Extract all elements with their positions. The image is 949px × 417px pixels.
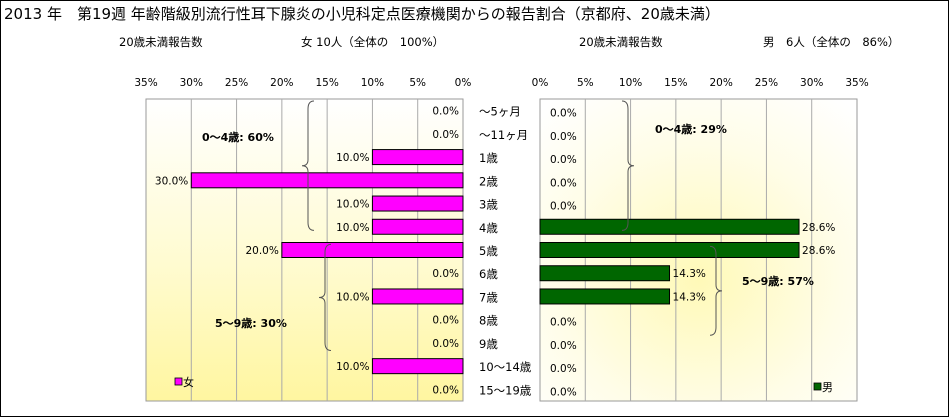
male-value-label: 0.0% xyxy=(550,386,577,398)
female-value-label: 30.0% xyxy=(155,175,188,187)
female-value-label: 10.0% xyxy=(336,199,369,211)
female-bar xyxy=(371,195,464,212)
male-tick-label: 25% xyxy=(755,77,778,89)
female-value-label: 10.0% xyxy=(336,361,369,373)
female-value-label: 0.0% xyxy=(432,384,459,396)
female-value-label: 0.0% xyxy=(432,338,459,350)
male-value-label: 14.3% xyxy=(673,268,706,280)
male-value-label: 0.0% xyxy=(550,154,577,166)
male-value-label: 28.6% xyxy=(802,245,835,257)
age-category-label: ～5ヶ月 xyxy=(479,105,521,119)
age-category-labels: ～5ヶ月 ～11ヶ月 1歳 2歳 3歳 4歳 5歳 6歳 7歳 8歳 9歳 10～14歳 15～19歳 xyxy=(479,105,532,398)
male-count-label: 20歳未満報告数 xyxy=(579,35,663,49)
male-bar xyxy=(539,242,800,258)
female-chart: 35% 30% 25% 20% 15% 10% 5% 0% 0.0% 0.0% 10.0% 30.0%… xyxy=(134,77,472,402)
female-tick-label: 15% xyxy=(315,77,338,89)
male-value-label: 28.6% xyxy=(802,222,835,234)
male-bar xyxy=(539,265,671,282)
age-category-label: 6歳 xyxy=(479,267,498,281)
female-bar xyxy=(190,172,464,189)
female-value-label: 0.0% xyxy=(432,315,459,327)
age-category-label: 10～14歳 xyxy=(479,360,532,374)
male-tick-label: 30% xyxy=(800,77,823,89)
male-value-label: 0.0% xyxy=(550,201,577,213)
female-legend-label: 女 xyxy=(183,375,194,389)
male-legend-label: 男 xyxy=(822,381,833,394)
female-value-label: 10.0% xyxy=(336,222,369,234)
female-value-label: 10.0% xyxy=(336,152,369,164)
male-value-label: 14.3% xyxy=(673,291,706,303)
chart-title: 2013 年 第19週 年齢階級別流行性耳下腺炎の小児科定点医療機関からの報告割… xyxy=(4,5,720,23)
male-tick-label: 5% xyxy=(577,77,594,89)
female-bar xyxy=(371,218,464,235)
male-value-label: 0.0% xyxy=(550,340,577,352)
male-annotation-5-9: 5～9歳: 57% xyxy=(742,274,814,288)
male-tick-label: 15% xyxy=(664,77,687,89)
male-tick-label: 20% xyxy=(709,77,732,89)
age-category-label: 5歳 xyxy=(479,244,498,258)
female-tick-label: 10% xyxy=(361,77,384,89)
female-tick-label: 25% xyxy=(225,77,248,89)
male-value-label: 0.0% xyxy=(550,177,577,189)
male-annotation-0-4: 0～4歳: 29% xyxy=(655,122,727,136)
male-count-value: 男 6人（全体の 86%） xyxy=(763,35,900,49)
age-category-label: 15～19歳 xyxy=(479,383,532,397)
male-brace-0-4 xyxy=(621,100,635,231)
age-category-label: 9歳 xyxy=(479,337,498,351)
age-category-label: 2歳 xyxy=(479,174,498,188)
female-value-label: 0.0% xyxy=(432,268,459,280)
female-tick-label: 30% xyxy=(180,77,203,89)
male-value-label: 0.0% xyxy=(550,363,577,375)
age-category-label: 4歳 xyxy=(479,221,498,235)
male-tick-label: 0% xyxy=(532,77,549,89)
female-value-label: 10.0% xyxy=(336,291,369,303)
male-tick-label: 10% xyxy=(619,77,642,89)
female-bar xyxy=(371,358,464,375)
age-category-label: 7歳 xyxy=(479,290,498,304)
female-count-label: 20歳未満報告数 xyxy=(119,35,203,49)
female-bar xyxy=(371,288,464,305)
female-tick-label: 20% xyxy=(270,77,293,89)
male-value-label: 0.0% xyxy=(550,131,577,143)
female-count-value: 女 10人（全体の 100%） xyxy=(301,35,445,49)
female-value-label: 0.0% xyxy=(432,129,459,141)
female-value-label: 0.0% xyxy=(432,106,459,118)
female-tick-label: 0% xyxy=(455,77,472,89)
female-tick-label: 5% xyxy=(409,77,426,89)
age-category-label: 1歳 xyxy=(479,151,498,165)
male-bar xyxy=(539,288,671,305)
female-brace-0-4 xyxy=(301,100,315,231)
age-category-label: 3歳 xyxy=(479,198,498,212)
female-bar xyxy=(371,149,464,166)
male-bar xyxy=(539,218,800,235)
female-value-label: 20.0% xyxy=(245,245,278,257)
female-annotation-5-9: 5～9歳: 30% xyxy=(215,316,287,330)
age-category-label: 8歳 xyxy=(479,314,498,328)
male-value-label: 0.0% xyxy=(550,108,577,120)
male-value-label: 0.0% xyxy=(550,317,577,329)
female-bar xyxy=(281,242,464,258)
age-category-label: ～11ヶ月 xyxy=(479,128,528,142)
male-legend-swatch xyxy=(813,382,822,391)
female-annotation-0-4: 0～4歳: 60% xyxy=(202,130,274,144)
female-brace-5-9 xyxy=(318,243,332,352)
male-tick-label: 35% xyxy=(845,77,868,89)
female-legend-swatch xyxy=(174,377,183,386)
male-chart: 0% 5% 10% 15% 20% 25% 30% 35% 0.0% 0.0% 0.0% 0.0% 0.… xyxy=(532,77,869,402)
male-brace-5-9 xyxy=(709,245,723,336)
female-tick-label: 35% xyxy=(134,77,157,89)
